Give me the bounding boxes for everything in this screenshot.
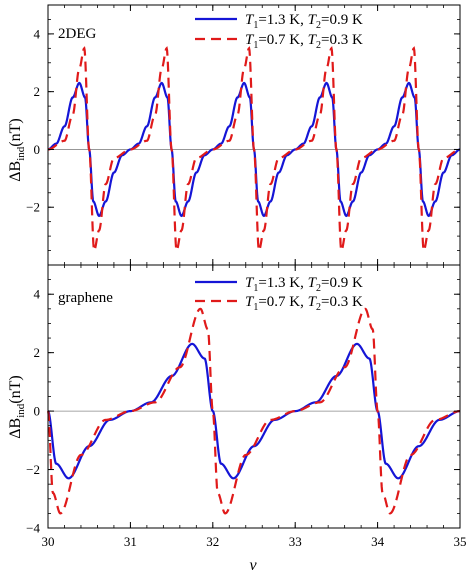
panel-label-graphene: graphene bbox=[58, 290, 113, 306]
panel-2deg: −2 0 2 4 2DEG T1=1.3 K, T2=0.9 K T1=0.7 K, … bbox=[7, 4, 461, 266]
x-axis-title: ν bbox=[249, 557, 257, 574]
legend-label-t13: T1=1.3 K, T2=0.9 K bbox=[245, 12, 363, 31]
legend-label-t07: T1=0.7 K, T2=0.3 K bbox=[245, 294, 363, 313]
x-tick-label: 31 bbox=[124, 534, 137, 549]
x-tick-label: 35 bbox=[454, 534, 467, 549]
y-axis-title-top: ΔBind(nT) bbox=[7, 118, 27, 181]
legend-bottom: T1=1.3 K, T2=0.9 K T1=0.7 K, T2=0.3 K bbox=[195, 275, 363, 313]
panel-label-2deg: 2DEG bbox=[58, 26, 96, 42]
x-tick-label: 32 bbox=[206, 534, 219, 549]
x-tick-label: 34 bbox=[371, 534, 385, 549]
ticks-layer: −2 0 2 4 bbox=[26, 4, 461, 266]
y-tick-label: −2 bbox=[26, 200, 40, 215]
y-tick-label: 4 bbox=[34, 26, 41, 41]
y-tick-label: 2 bbox=[34, 84, 41, 99]
y-tick-label: 4 bbox=[34, 287, 41, 302]
y-tick-label: 0 bbox=[34, 404, 41, 419]
series-line-red-dashed bbox=[47, 46, 461, 253]
y-tick-label: −2 bbox=[26, 462, 40, 477]
legend-top: T1=1.3 K, T2=0.9 K T1=0.7 K, T2=0.3 K bbox=[195, 12, 363, 51]
x-tick-label: 30 bbox=[42, 534, 55, 549]
legend-label-t07: T1=0.7 K, T2=0.3 K bbox=[245, 32, 363, 51]
y-axis-title-bottom: ΔBind(nT) bbox=[7, 375, 27, 438]
series-line-red-dashed bbox=[46, 307, 461, 515]
series-layer bbox=[46, 307, 461, 515]
y-tick-label: −4 bbox=[26, 521, 40, 536]
ticks-layer: −4 −2 0 2 4 30 31 32 33 34 35 bbox=[26, 264, 467, 549]
legend-label-t13: T1=1.3 K, T2=0.9 K bbox=[245, 275, 363, 294]
x-tick-label: 33 bbox=[289, 534, 302, 549]
panel-graphene: −4 −2 0 2 4 30 31 32 33 34 35 graphene T1=1.3 K, T… bbox=[7, 264, 467, 574]
y-tick-label: 2 bbox=[34, 345, 41, 360]
y-tick-label: 0 bbox=[34, 142, 41, 157]
series-layer bbox=[47, 46, 461, 253]
